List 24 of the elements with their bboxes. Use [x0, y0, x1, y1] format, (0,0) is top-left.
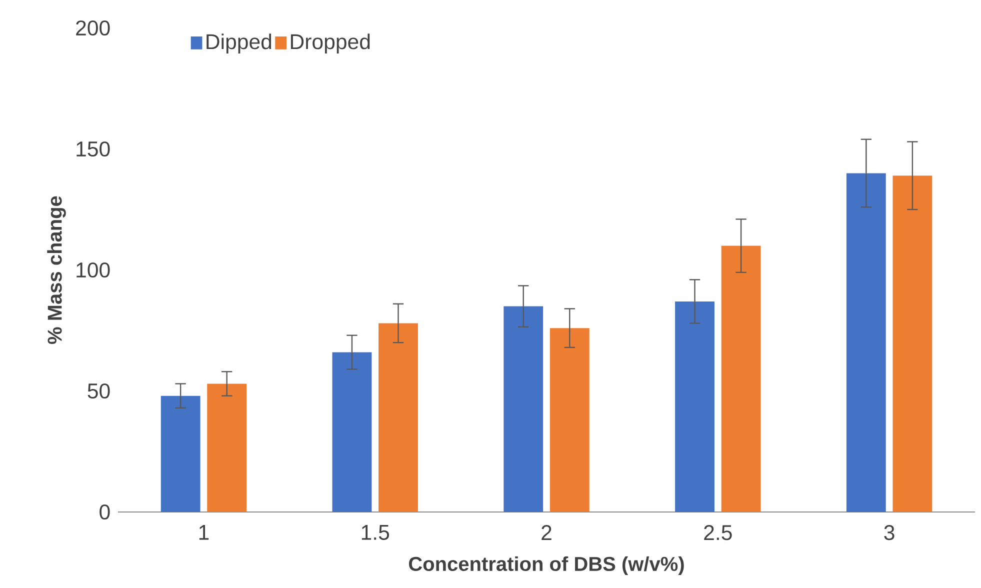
bar [675, 301, 714, 512]
bar [160, 396, 200, 512]
x-axis-title: Concentration of DBS (w/v%) [408, 556, 684, 575]
legend-label: Dropped [290, 34, 370, 54]
y-tick-label: 200 [76, 20, 110, 36]
bar [378, 323, 418, 512]
x-tick-label: 3 [884, 525, 894, 540]
x-tick-label: 2 [542, 525, 552, 540]
bar [504, 306, 544, 512]
y-tick-label: 0 [100, 504, 110, 520]
bar [207, 384, 247, 512]
x-tick-label: 1 [199, 525, 209, 540]
bar [892, 176, 932, 512]
x-tick-label: 2.5 [704, 525, 732, 540]
x-tick-label: 1.5 [362, 525, 390, 540]
bar [721, 246, 761, 512]
y-axis-title: % Mass change [47, 196, 66, 344]
y-tick-label: 50 [88, 383, 110, 399]
bar [846, 173, 886, 512]
bar [550, 328, 590, 512]
y-tick-label: 150 [76, 141, 110, 157]
y-tick-label: 100 [76, 262, 110, 278]
bar [332, 352, 372, 512]
legend-label: Dipped [206, 34, 272, 54]
